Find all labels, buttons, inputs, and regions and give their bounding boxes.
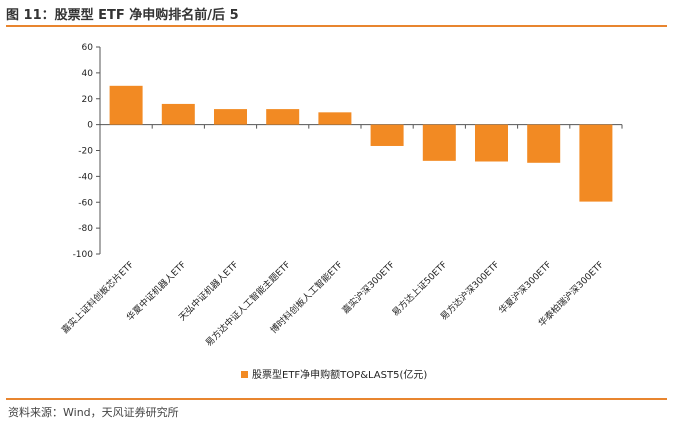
category-label: 嘉实沪深300ETF (340, 259, 398, 317)
category-label: 华夏沪深300ETF (496, 259, 554, 317)
source-note: 资料来源：Wind，天风证券研究所 (8, 406, 179, 419)
y-tick-label: 40 (82, 69, 94, 79)
bar (109, 85, 143, 125)
y-tick-label: -20 (78, 147, 93, 157)
bottom-rule (6, 398, 667, 400)
y-axis: 60 40 20 0 -20 -40 -60 -80 -100 (73, 43, 101, 260)
bar (579, 124, 613, 202)
bars (109, 85, 613, 202)
bar (422, 124, 456, 161)
y-tick-label: -60 (78, 198, 93, 208)
legend-label: 股票型ETF净申购额TOP&LAST5(亿元) (252, 368, 427, 381)
y-tick-label: 0 (87, 121, 93, 131)
y-tick-label: 20 (82, 95, 94, 105)
figure-title: 图 11：股票型 ETF 净申购排名前/后 5 (6, 8, 239, 23)
category-labels: 嘉实上证科创板芯片ETF华夏中证机器人ETF天弘中证机器人ETF易方达中证人工智… (59, 259, 606, 349)
bar (370, 124, 404, 146)
category-label: 易方达中证人工智能主题ETF (203, 259, 293, 349)
y-tick-label: 60 (82, 43, 94, 53)
category-label: 易方达上证50ETF (389, 259, 449, 319)
legend-swatch (241, 371, 248, 378)
y-tick-label: -80 (78, 224, 93, 234)
bar (214, 109, 247, 125)
y-tick-label: -40 (78, 172, 93, 182)
legend: 股票型ETF净申购额TOP&LAST5(亿元) (241, 368, 427, 381)
y-tick-label: -100 (73, 250, 94, 260)
bar (161, 103, 195, 125)
top-rule (6, 25, 667, 27)
bar (527, 124, 561, 163)
bar (475, 124, 508, 162)
category-label: 嘉实上证科创板芯片ETF (59, 259, 136, 336)
bar (266, 109, 300, 125)
bar (318, 112, 352, 125)
